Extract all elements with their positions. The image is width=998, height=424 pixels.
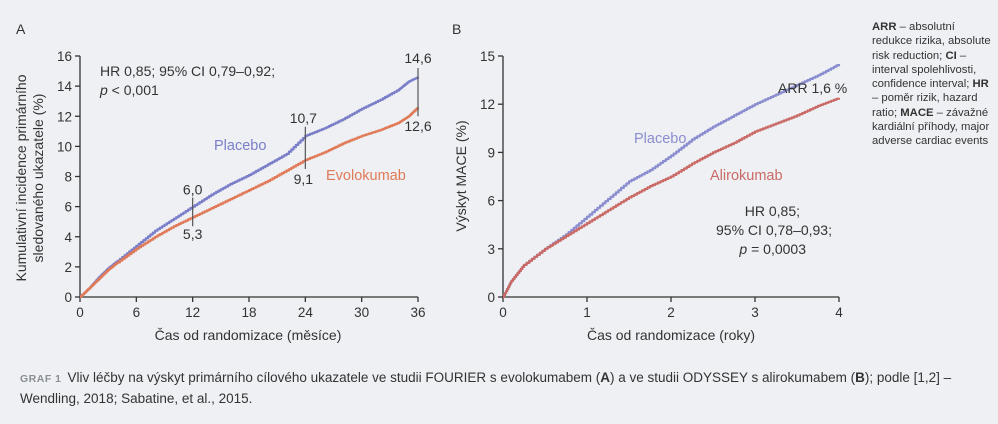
chart-b-y-tick-label: 12 [480, 97, 495, 112]
chart-a-series-line-evolokumab [80, 107, 420, 299]
glossary-def-hr: – poměr rizik, hazard ratio; [872, 92, 978, 119]
glossary-def-arr: – absolutní redukce rizika, absolute ris… [872, 21, 991, 62]
chart-b-x-tick-label: 3 [751, 305, 759, 320]
chart-a-point-label: 12,6 [404, 118, 431, 134]
chart-b-series-line-alirokumab [503, 97, 841, 299]
chart-a-point-labels: 6,0 5,3 10,7 9,1 14,6 12,6 [183, 50, 432, 242]
chart-a-annotation-p-value: < 0,001 [108, 82, 159, 98]
chart-b-xlabel: Čas od randomizace (roky) [587, 327, 755, 343]
chart-a-point-label: 5,3 [183, 226, 203, 242]
chart-a-y-tick-label: 14 [57, 79, 73, 94]
caption-text-3: ); podle [1,2] – Wendling, 2018; Sabatin… [20, 370, 952, 406]
chart-a-series [80, 76, 420, 299]
caption-label: GRAF 1 [20, 373, 62, 385]
figure-caption: GRAF 1 Vliv léčby na výskyt primárního cí… [20, 368, 990, 409]
chart-b-arr-label: ARR 1,6 % [778, 80, 847, 96]
glossary-term-arr: ARR [872, 21, 897, 33]
chart-a-y-tick-label: 8 [64, 170, 72, 185]
chart-a-y-tick-label: 10 [57, 139, 72, 154]
chart-b-series-label-placebo: Placebo [634, 131, 686, 147]
chart-a-x-tick-label: 12 [185, 305, 200, 320]
chart-b-y-tick-label: 6 [487, 194, 495, 209]
chart-a: A Kumulativní incidence primárního sledo… [13, 21, 432, 343]
chart-b-annotation-p: p [738, 241, 747, 257]
chart-a-x-tick-label: 6 [133, 305, 141, 320]
panel-label-a: A [16, 21, 26, 37]
chart-b-annotation-line2: 95% CI 0,78–0,93; [716, 222, 832, 238]
chart-b-y-tick-label: 0 [487, 290, 495, 305]
chart-b-x-tick-label: 2 [667, 305, 675, 320]
chart-a-ylabel-line1: Kumulativní incidence primárního [13, 74, 29, 281]
glossary-term-ci: CI [945, 49, 957, 62]
chart-a-point-label: 6,0 [183, 182, 203, 198]
chart-b-annotation-p-value: = 0,0003 [747, 241, 806, 257]
chart-a-point-label: 14,6 [404, 50, 431, 66]
chart-a-y-tick-label: 16 [57, 49, 72, 64]
chart-a-y-tick-label: 0 [64, 290, 72, 305]
chart-a-x-tick-label: 30 [354, 305, 369, 320]
chart-b-x-tick-label: 4 [835, 305, 843, 320]
chart-b-x-tick-label: 0 [499, 305, 507, 320]
panel-label-b: B [452, 21, 461, 37]
chart-a-series-label-evolokumab: Evolokumab [326, 168, 406, 184]
chart-a-y-tick-label: 12 [57, 109, 72, 124]
chart-a-series-label-placebo: Placebo [214, 138, 266, 154]
chart-b-y-tick-label: 3 [487, 242, 495, 257]
chart-b: B Výskyt MACE (%) Čas od randomizace (ro… [452, 21, 847, 343]
chart-b-series-label-alirokumab: Alirokumab [710, 168, 783, 184]
chart-a-x-tick-label: 36 [410, 305, 425, 320]
caption-text-1: Vliv léčby na výskyt primárního cílového… [67, 370, 601, 385]
figure: A Kumulativní incidence primárního sledo… [13, 21, 847, 343]
chart-b-x-tick-label: 1 [583, 305, 591, 320]
caption-bold-b: B [855, 370, 865, 385]
chart-b-y-tick-label: 9 [487, 145, 495, 160]
chart-a-point-label: 9,1 [294, 171, 314, 187]
chart-a-y-tick-label: 4 [64, 230, 72, 245]
chart-a-y-tick-label: 2 [64, 260, 72, 275]
chart-b-annotation-line3: p = 0,0003 [738, 241, 806, 257]
abbreviation-glossary: ARR – absolutní redukce rizika, absolute… [872, 20, 992, 149]
chart-a-point-label: 10,7 [290, 110, 317, 126]
chart-b-series-line-placebo [503, 64, 841, 299]
chart-a-x-tick-label: 0 [76, 305, 84, 320]
chart-b-ylabel: Výskyt MACE (%) [453, 120, 469, 231]
glossary-term-mace: MACE [900, 106, 934, 119]
chart-a-annotation-line2: p < 0,001 [99, 82, 159, 98]
glossary-def-ci: – interval spolehlivosti, confidence int… [872, 49, 977, 91]
chart-a-xlabel: Čas od randomizace (měsíce) [155, 327, 342, 343]
chart-a-y-tick-label: 6 [64, 200, 72, 215]
glossary-term-hr: HR [972, 78, 989, 91]
chart-a-series-line-placebo [80, 76, 420, 299]
chart-b-series [503, 64, 841, 299]
chart-a-x-tick-label: 24 [298, 305, 314, 320]
caption-bold-a: A [600, 370, 610, 385]
chart-b-annotation-line1: HR 0,85; [745, 203, 800, 219]
chart-a-annotation-line1: HR 0,85; 95% CI 0,79–0,92; [100, 63, 275, 79]
caption-text-2: ) a ve studii ODYSSEY s alirokumabem ( [609, 370, 856, 385]
chart-a-ylabel-line2: sledovaného ukazatele (%) [30, 94, 46, 263]
chart-b-y-tick-label: 15 [480, 49, 495, 64]
chart-a-annotation-p: p [99, 82, 108, 98]
chart-a-x-tick-label: 18 [241, 305, 256, 320]
glossary-def-mace: – závažné kardiální příhody, major adver… [872, 106, 990, 148]
